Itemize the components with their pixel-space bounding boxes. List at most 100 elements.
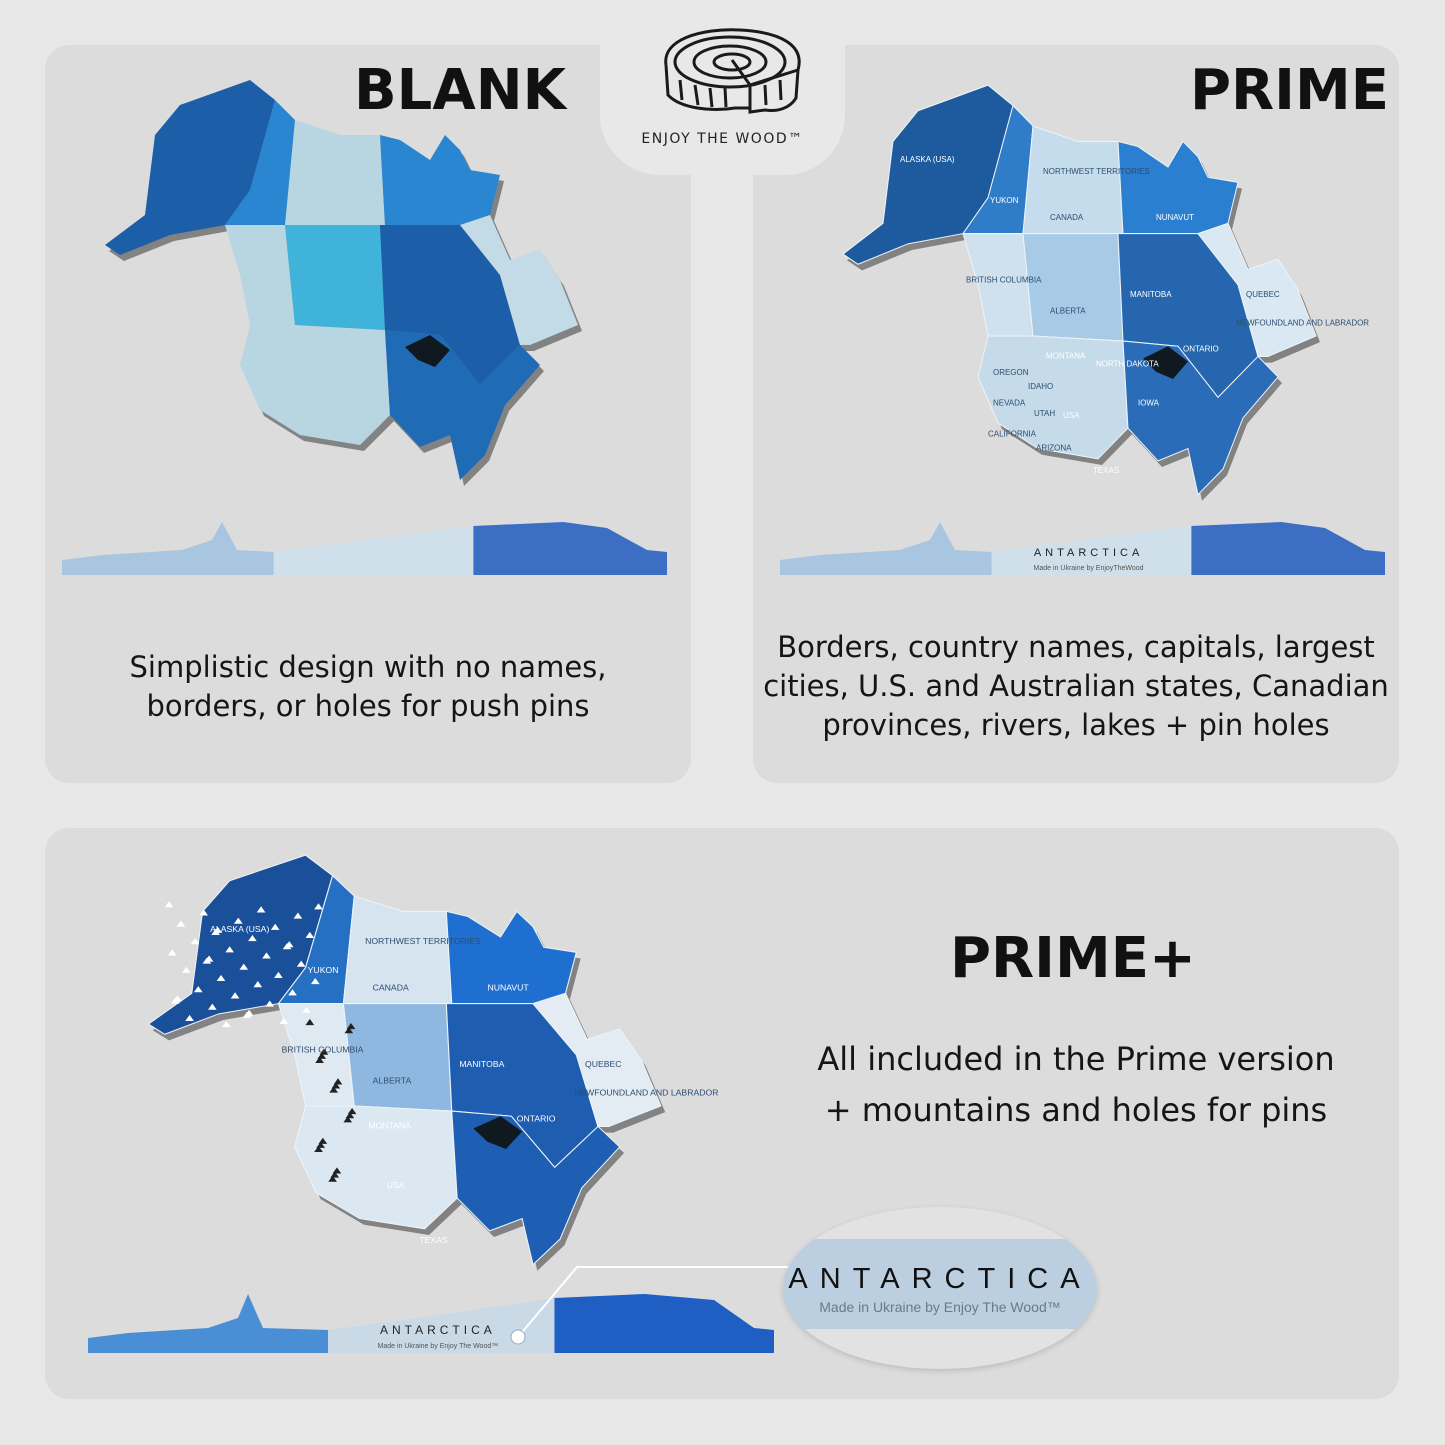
- map-label-north-dakota: NORTH DAKOTA: [1096, 360, 1159, 369]
- region-bc: [225, 225, 295, 325]
- prime-plus-map: ALASKA (USA) YUKON NORTHWEST TERRITORIES CA…: [147, 854, 718, 1271]
- region-bc: [277, 1003, 355, 1107]
- mountain-icon: [314, 1145, 323, 1153]
- region-usa-west: [977, 335, 1129, 460]
- antarctica-label: ANTARCTICA: [1034, 547, 1143, 559]
- map-label-usa: USA: [1063, 411, 1080, 420]
- antarctica-piece: [62, 522, 274, 575]
- map-label-texas: TEXAS: [1093, 466, 1120, 475]
- antarctica-label: ANTARCTICA: [380, 1323, 496, 1337]
- prime-title: PRIME: [1190, 58, 1389, 123]
- mountain-icon: [253, 981, 263, 988]
- region-usa-west: [294, 1105, 458, 1230]
- map-label-yukon: YUKON: [990, 196, 1019, 205]
- brand-name: ENJOY THE WOOD™: [641, 131, 804, 147]
- wood-slice-icon: [664, 28, 801, 114]
- mountain-icon: [328, 1175, 337, 1182]
- antarctica-piece: [473, 522, 667, 575]
- mountain-icon: [305, 1018, 315, 1026]
- antarctica-piece: [328, 1298, 555, 1353]
- region-quebec: [460, 215, 578, 345]
- map-label-usa: USA: [387, 1180, 405, 1190]
- map-label-alberta: ALBERTA: [1050, 306, 1086, 315]
- map-label-nwt: NORTHWEST TERRITORIES: [365, 936, 481, 946]
- mountain-icon: [182, 966, 191, 973]
- plus-desc-line: All included in the Prime version: [817, 1040, 1335, 1078]
- map-label-bc: BRITISH COLUMBIA: [282, 1045, 364, 1055]
- mountain-icon: [171, 997, 180, 1004]
- map-label-utah: UTAH: [1034, 409, 1055, 418]
- mountain-icon: [288, 989, 297, 996]
- mountain-icon: [314, 903, 323, 910]
- region-prairies: [342, 1003, 453, 1112]
- region-quebec: [532, 992, 662, 1127]
- mountain-icon: [216, 974, 226, 982]
- region-usa-east: [451, 1110, 621, 1266]
- prime-antarctica: ANTARCTICA Made in Ukraine by EnjoyTheWoo…: [780, 522, 1385, 575]
- blank-title: BLANK: [354, 58, 566, 123]
- ice-texture: [783, 1239, 1097, 1329]
- map-label-texas: TEXAS: [419, 1235, 448, 1245]
- region-alaska: [105, 80, 275, 255]
- map-label-arizona: ARIZONA: [1036, 444, 1072, 453]
- map-label-manitoba: MANITOBA: [1130, 290, 1172, 299]
- antarctica-zoom-detail: ANTARCTICA Made in Ukraine by Enjoy The …: [783, 1207, 1097, 1369]
- mountain-icon: [167, 949, 177, 956]
- region-usa-east: [385, 330, 540, 480]
- map-label-nevada: NEVADA: [993, 398, 1026, 407]
- mountain-icon: [282, 943, 292, 950]
- antarctica-sublabel: Made in Ukraine by EnjoyTheWood: [1034, 565, 1144, 572]
- mountain-icon: [208, 1003, 217, 1010]
- mountain-icon: [211, 928, 220, 935]
- mountain-icon: [262, 952, 271, 959]
- region-yukon: [225, 100, 295, 225]
- mountain-icon: [185, 1014, 194, 1021]
- mountain-icon: [248, 934, 257, 942]
- map-label-canada: CANADA: [1050, 213, 1084, 222]
- prime-plus-antarctica: ANTARCTICA Made in Ukraine by Enjoy The W…: [88, 1294, 774, 1353]
- map-label-quebec: QUEBEC: [585, 1059, 622, 1069]
- map-label-california: CALIFORNIA: [988, 429, 1037, 438]
- map-label-manitoba: MANITOBA: [459, 1059, 504, 1069]
- map-label-nwt: NORTHWEST TERRITORIES: [1043, 167, 1150, 176]
- mountain-icon: [310, 977, 320, 985]
- map-label-quebec: QUEBEC: [1246, 290, 1280, 299]
- mountain-icon: [234, 917, 243, 924]
- map-label-canada: CANADA: [373, 982, 409, 992]
- mountain-icon: [279, 1017, 289, 1025]
- map-label-bc: BRITISH COLUMBIA: [966, 276, 1042, 285]
- mountain-icon: [222, 1020, 231, 1028]
- mountain-icon: [193, 986, 203, 993]
- prime-description: Borders, country names, capitals, larges…: [760, 628, 1392, 745]
- mountain-icon: [265, 1000, 275, 1007]
- callout-line: [510, 1266, 800, 1345]
- mountain-icon: [242, 1011, 252, 1018]
- region-prairies: [285, 225, 385, 330]
- map-label-nunavut: NUNAVUT: [488, 982, 529, 992]
- region-quebec: [1197, 222, 1317, 357]
- map-label-iowa: IOWA: [1138, 398, 1160, 407]
- map-label-alberta: ALBERTA: [373, 1076, 412, 1086]
- blank-antarctica: [62, 522, 667, 575]
- mountain-icon: [225, 946, 234, 953]
- region-nunavut: [380, 135, 500, 225]
- map-label-montana: MONTANA: [1046, 351, 1086, 360]
- map-label-alaska: ALASKA (USA): [210, 924, 269, 934]
- mountain-icon: [315, 1056, 324, 1063]
- prime-desc-line: cities, U.S. and Australian states, Cana…: [763, 669, 1389, 703]
- map-label-montana: MONTANA: [368, 1121, 411, 1131]
- mountain-icon: [302, 1006, 311, 1013]
- map-label-oregon: OREGON: [993, 368, 1029, 377]
- map-label-ontario: ONTARIO: [517, 1114, 556, 1124]
- prime-desc-line: Borders, country names, capitals, larges…: [777, 630, 1375, 664]
- blank-desc-line: Simplistic design with no names,: [129, 650, 607, 684]
- zoom-antarctica-title: ANTARCTICA: [788, 1263, 1092, 1295]
- zoom-antarctica-subtitle: Made in Ukraine by Enjoy The Wood™: [819, 1299, 1061, 1315]
- mountain-icon: [164, 901, 174, 908]
- map-label-ontario: ONTARIO: [1183, 344, 1219, 353]
- mountain-icon: [329, 1086, 338, 1093]
- mountain-icon: [296, 960, 306, 967]
- antarctica-piece: [554, 1294, 774, 1353]
- map-label-newfoundland: NEWFOUNDLAND AND LABRADOR: [1236, 319, 1369, 328]
- plus-desc-line: + mountains and holes for pins: [824, 1091, 1328, 1129]
